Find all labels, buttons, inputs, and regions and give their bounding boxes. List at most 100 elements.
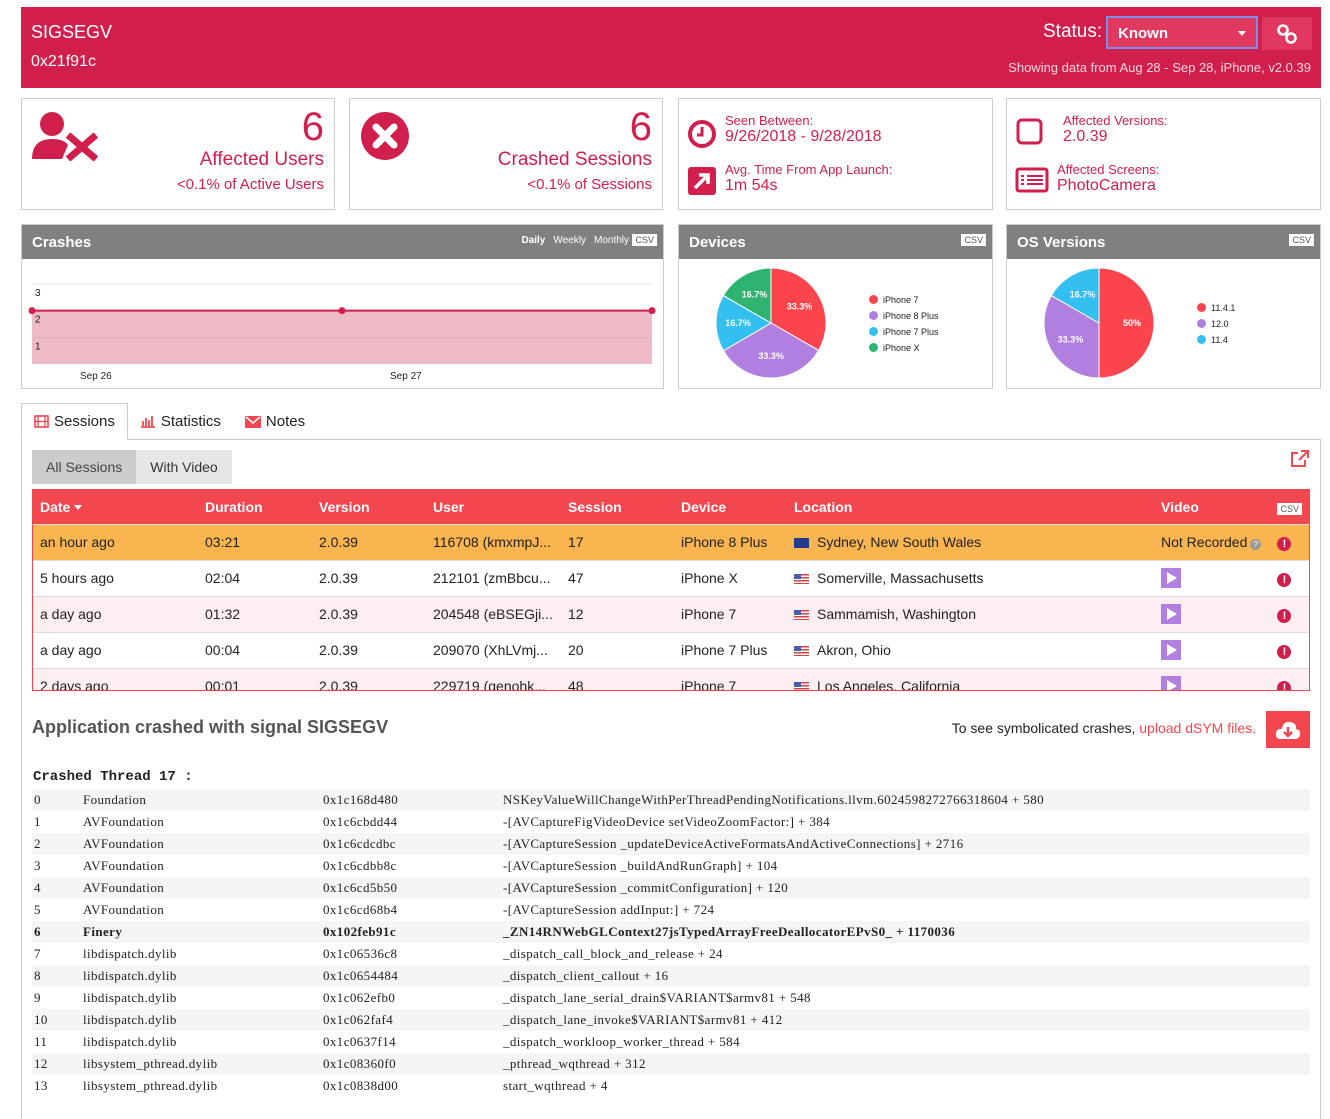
cell-session: 12 xyxy=(561,595,674,632)
devices-csv-button[interactable]: CSV xyxy=(961,234,986,246)
cell-duration: 01:32 xyxy=(198,595,312,632)
cell-user[interactable]: 116708 (kmxmpJ... xyxy=(426,523,561,560)
table-row[interactable]: 2 days ago 00:01 2.0.39 229719 (genohk... 48… xyxy=(33,667,1309,690)
y-tick-label: 3 xyxy=(35,288,41,299)
legend-item[interactable]: iPhone 7 xyxy=(869,292,939,308)
cell-user[interactable]: 209070 (XhLVmj... xyxy=(426,631,561,668)
col-duration[interactable]: Duration xyxy=(198,490,312,524)
cell-device: iPhone 7 xyxy=(674,667,787,690)
crash-alert-icon[interactable]: ! xyxy=(1277,680,1292,690)
stack-frame: 12 libsystem_pthread.dylib 0x1c08360f0 _pth… xyxy=(32,1053,1310,1075)
affected-users-sub: <0.1% of Active Users xyxy=(176,176,324,193)
seen-value: 9/26/2018 - 9/28/2018 xyxy=(725,128,882,145)
sessions-content: All Sessions With Video Date Duration Ve… xyxy=(21,439,1321,1119)
status-select[interactable]: Known xyxy=(1106,16,1258,49)
help-icon[interactable]: ? xyxy=(1250,539,1262,550)
cell-location: Sydney, New South Wales xyxy=(787,523,1154,560)
cell-date: a day ago xyxy=(33,595,198,632)
table-row[interactable]: a day ago 00:04 2.0.39 209070 (XhLVmj... 20 i… xyxy=(33,631,1309,668)
table-row[interactable]: an hour ago 03:21 2.0.39 116708 (kmxmpJ... 1… xyxy=(33,523,1309,560)
pie-slice[interactable] xyxy=(722,267,772,324)
cell-version: 2.0.39 xyxy=(312,667,426,690)
crashes-point[interactable] xyxy=(338,307,346,315)
os-title: OS Versions xyxy=(1017,234,1106,251)
legend-item[interactable]: iPhone 8 Plus xyxy=(869,308,939,324)
crashes-point[interactable] xyxy=(648,307,656,315)
cell-user[interactable]: 212101 (zmBbcu... xyxy=(426,559,561,596)
subtab-all-sessions[interactable]: All Sessions xyxy=(32,450,137,484)
tab-statistics[interactable]: Statistics xyxy=(128,403,233,440)
tab-notes[interactable]: Notes xyxy=(233,403,317,440)
upload-dsym-button[interactable] xyxy=(1266,711,1310,748)
tab-sessions[interactable]: Sessions xyxy=(21,403,128,440)
sort-caret-icon xyxy=(74,504,83,510)
frame-address: 0x1c0637f14 xyxy=(323,1034,396,1049)
frame-symbol: start_wqthread + 4 xyxy=(503,1078,608,1093)
share-link-button[interactable] xyxy=(1262,17,1312,50)
col-location[interactable]: Location xyxy=(787,490,1154,524)
cell-user[interactable]: 204548 (eBSEGji... xyxy=(426,595,561,632)
legend-item[interactable]: iPhone 7 Plus xyxy=(869,324,939,340)
col-date[interactable]: Date xyxy=(33,490,198,524)
pie-slice[interactable] xyxy=(770,267,827,352)
stack-frame: 4 AVFoundation 0x1c6cd5b50 -[AVCaptureSessi… xyxy=(32,877,1310,899)
cell-user[interactable]: 229719 (genohk... xyxy=(426,667,561,690)
play-video-button[interactable] xyxy=(1161,676,1181,690)
frame-index: 5 xyxy=(34,902,41,917)
period-daily[interactable]: Daily xyxy=(521,235,546,246)
pie-slice[interactable] xyxy=(1043,294,1100,379)
external-arrow-icon xyxy=(688,167,716,195)
frame-symbol: -[AVCaptureFigVideoDevice setVideoZoomFa… xyxy=(503,814,831,829)
avg-time-value: 1m 54s xyxy=(725,177,778,194)
col-device[interactable]: Device xyxy=(674,490,787,524)
crashed-sessions-sub: <0.1% of Sessions xyxy=(527,176,652,193)
legend-item[interactable]: 12.0 xyxy=(1197,316,1235,332)
crash-alert-icon[interactable]: ! xyxy=(1277,608,1292,623)
period-weekly[interactable]: Weekly xyxy=(553,235,586,246)
os-csv-button[interactable]: CSV xyxy=(1289,234,1314,246)
frame-symbol: _dispatch_workloop_worker_thread + 584 xyxy=(503,1034,740,1049)
play-video-button[interactable] xyxy=(1161,568,1181,588)
table-csv-button[interactable]: CSV xyxy=(1277,502,1302,515)
frame-symbol: -[AVCaptureSession _updateDeviceActiveFo… xyxy=(503,836,964,851)
external-link-icon[interactable] xyxy=(1290,450,1310,468)
col-video[interactable]: Video xyxy=(1154,490,1271,524)
affected-users-label: Affected Users xyxy=(199,149,324,170)
pie-slice[interactable] xyxy=(715,294,772,352)
upload-dsym-link[interactable]: upload dSYM files. xyxy=(1139,720,1256,736)
pie-slice[interactable] xyxy=(1098,267,1155,379)
col-session[interactable]: Session xyxy=(561,490,674,524)
period-monthly[interactable]: Monthly xyxy=(593,235,629,246)
crash-alert-icon[interactable]: ! xyxy=(1277,536,1292,551)
crashes-point[interactable] xyxy=(28,307,36,315)
versions-label: Affected Versions: xyxy=(1063,113,1168,128)
legend-item[interactable]: iPhone X xyxy=(869,340,939,356)
cell-date: 5 hours ago xyxy=(33,559,198,596)
cell-session: 48 xyxy=(561,667,674,690)
sessions-table: Date Duration Version User Session Devic… xyxy=(32,489,1310,691)
table-row[interactable]: 5 hours ago 02:04 2.0.39 212101 (zmBbcu... 4… xyxy=(33,559,1309,596)
crash-alert-icon[interactable]: ! xyxy=(1277,572,1292,587)
col-version[interactable]: Version xyxy=(312,490,426,524)
pie-slice[interactable] xyxy=(722,322,820,379)
table-row[interactable]: a day ago 01:32 2.0.39 204548 (eBSEGji... 12… xyxy=(33,595,1309,632)
status-label: Status: xyxy=(1043,21,1103,42)
pie-slice[interactable] xyxy=(1050,267,1100,324)
cell-duration: 02:04 xyxy=(198,559,312,596)
legend-label: iPhone 8 Plus xyxy=(883,311,939,321)
subtab-with-video[interactable]: With Video xyxy=(136,450,232,484)
crashed-sessions-card: 6 Crashed Sessions <0.1% of Sessions xyxy=(349,98,663,210)
col-user[interactable]: User xyxy=(426,490,561,524)
devices-title: Devices xyxy=(689,234,746,251)
frame-address: 0x1c168d480 xyxy=(323,792,399,807)
legend-item[interactable]: 11.4.1 xyxy=(1197,300,1235,316)
crashes-csv-button[interactable]: CSV xyxy=(632,234,657,246)
affected-users-count: 6 xyxy=(301,105,324,149)
link-icon xyxy=(1277,23,1297,44)
play-video-button[interactable] xyxy=(1161,640,1181,660)
legend-item[interactable]: 11.4 xyxy=(1197,332,1235,348)
frame-index: 0 xyxy=(34,792,41,807)
play-video-button[interactable] xyxy=(1161,604,1181,624)
crash-alert-icon[interactable]: ! xyxy=(1277,644,1292,659)
cell-video xyxy=(1154,631,1271,668)
